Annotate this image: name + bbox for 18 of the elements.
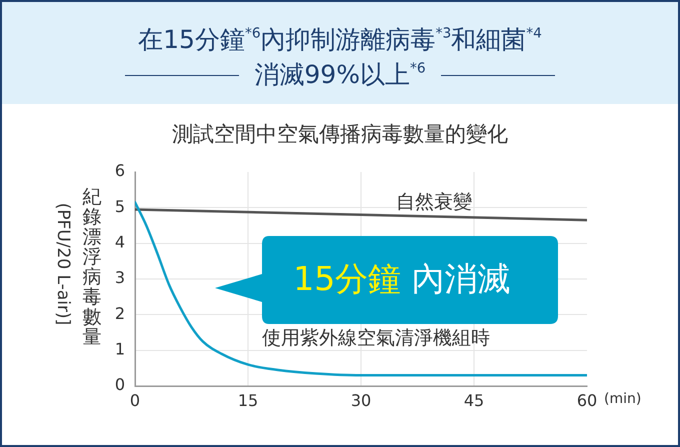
y-tick-label: 6 bbox=[114, 161, 125, 180]
x-tick-label: 45 bbox=[464, 390, 484, 410]
chart-title: 在15分鐘$^{*6}$內抑制游離病毒$^{*3}$和細菌$^{*4}$ 消滅99%以上$^{*6}$ bbox=[138, 25, 542, 89]
y-tick-label: 2 bbox=[114, 304, 125, 323]
annotation: 15分鐘 內消滅 bbox=[293, 259, 511, 298]
x-axis-title: (min) bbox=[604, 390, 642, 409]
x-tick-label: 0 bbox=[130, 390, 140, 410]
y-tick-label: 5 bbox=[114, 196, 125, 216]
y-tick-label: 1 bbox=[114, 339, 125, 358]
y-tick-label: 4 bbox=[114, 232, 125, 252]
chart-subtitle: 測試空間中空氣傳播病毒數量的變化 bbox=[171, 121, 509, 148]
y-tick-label: 0 bbox=[114, 375, 125, 394]
x-tick-label: 15 bbox=[238, 390, 258, 410]
series-label: 使用紫外線空氣清淨機組時 bbox=[262, 326, 490, 349]
series-label: 自然衰變 bbox=[396, 190, 472, 213]
x-tick-label: 60 bbox=[576, 390, 598, 410]
x-tick-label: 30 bbox=[350, 390, 372, 410]
y-tick-label: 3 bbox=[114, 268, 125, 288]
